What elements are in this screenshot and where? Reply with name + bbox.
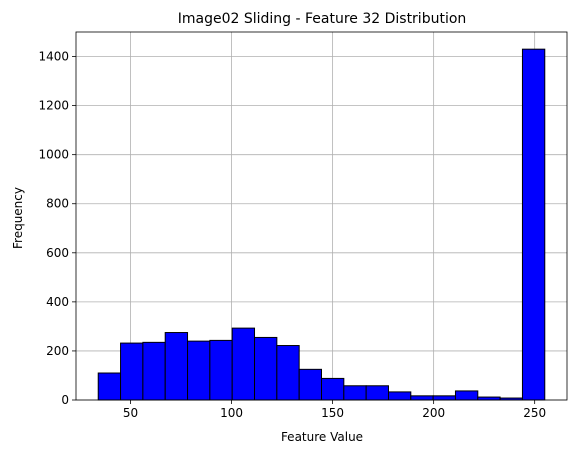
histogram-bar [209, 339, 233, 401]
x-tick-label: 200 [422, 406, 445, 420]
y-tick-label: 800 [46, 197, 69, 211]
histogram-bar [142, 341, 166, 401]
chart-title: Image02 Sliding - Feature 32 Distributio… [178, 11, 467, 27]
plot-frame [75, 31, 568, 401]
histogram-bar [276, 345, 300, 401]
y-tick-label: 0 [61, 393, 69, 407]
histogram-bar [254, 336, 278, 401]
histogram-bar [187, 340, 211, 401]
x-tick-label: 150 [321, 406, 344, 420]
histogram-bar [454, 390, 479, 401]
grid-lines [76, 32, 567, 401]
histogram-bar [521, 48, 546, 401]
histogram-bars [97, 48, 546, 401]
axis-ticks: 50 100 150 200 250 0 200 400 600 800 1000 1200 1400 [38, 50, 546, 420]
histogram-bar [164, 332, 189, 401]
histogram-bar [231, 327, 256, 401]
histogram-bar [97, 372, 122, 401]
histogram-bar [387, 391, 412, 401]
histogram-bar [120, 342, 144, 401]
histogram-bar [343, 385, 367, 401]
histogram-bar [365, 385, 389, 401]
histogram-bar [432, 395, 456, 401]
x-axis-label: Feature Value [281, 430, 363, 444]
y-tick-label: 1000 [38, 148, 69, 162]
x-tick-label: 100 [220, 406, 243, 420]
y-tick-label: 400 [46, 295, 69, 309]
histogram-bar [321, 377, 345, 401]
y-axis-label: Frequency [11, 187, 25, 249]
x-tick-label: 250 [523, 406, 546, 420]
y-tick-label: 1200 [38, 99, 69, 113]
y-tick-label: 600 [46, 246, 69, 260]
y-tick-label: 1400 [38, 50, 69, 64]
histogram-bar [477, 396, 501, 401]
y-tick-label: 200 [46, 344, 69, 358]
x-tick-label: 50 [123, 406, 138, 420]
histogram-bar [298, 368, 323, 401]
histogram-bar [410, 395, 434, 401]
